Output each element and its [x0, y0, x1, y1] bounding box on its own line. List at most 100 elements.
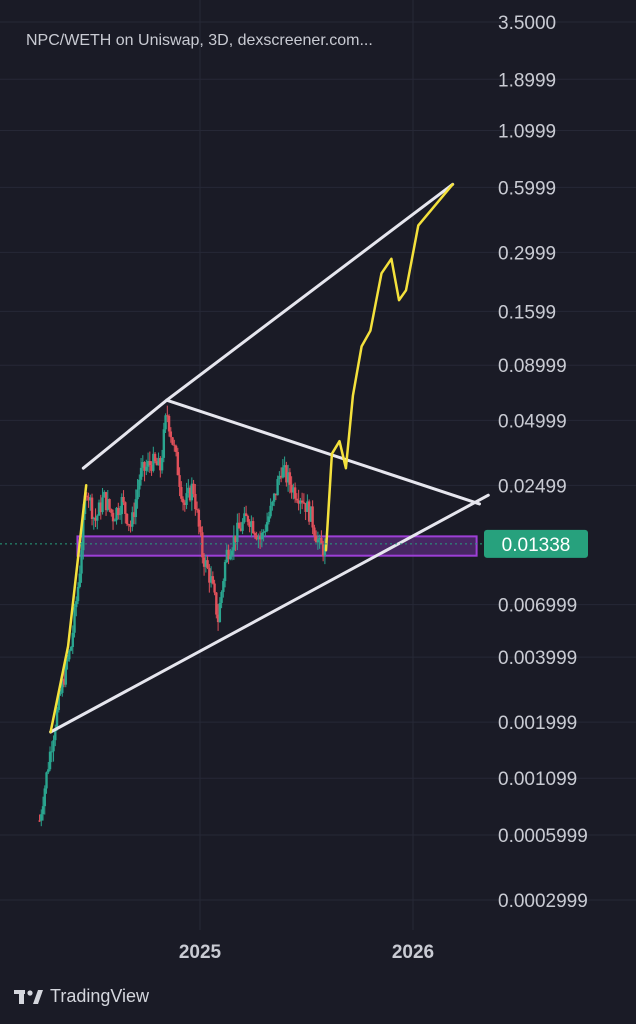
candle-body [75, 601, 78, 608]
candle-body [181, 498, 185, 503]
y-tick-label: 0.08999 [498, 356, 567, 377]
candle-body [69, 647, 73, 651]
candle-body [108, 499, 111, 510]
candle-body [129, 524, 132, 527]
candle-body [166, 415, 169, 417]
candle-body [236, 522, 239, 542]
candle-body [124, 502, 127, 514]
candle-body [265, 522, 269, 532]
candle-body [255, 535, 258, 540]
tradingview-brand[interactable]: TradingView [14, 986, 149, 1007]
candle-body [190, 483, 194, 501]
candle-body [314, 535, 318, 543]
candle-body [201, 532, 204, 558]
candle-body [64, 661, 67, 685]
price-badge-layer: 0.01338 [484, 529, 588, 558]
candle-body [216, 614, 220, 623]
y-tick-label: 0.04999 [498, 411, 567, 432]
descending-trend-line [165, 398, 481, 506]
candle-body [281, 467, 285, 478]
candle-body [271, 501, 274, 506]
candle-body [115, 507, 118, 521]
y-tick-label: 0.003999 [498, 648, 577, 669]
candle-body [279, 475, 283, 478]
candle-body [272, 493, 276, 502]
candle-body [76, 586, 80, 602]
candle-body [274, 493, 278, 496]
candle-body [194, 493, 197, 510]
candle-body [300, 500, 304, 503]
y-tick-label: 0.5999 [498, 178, 556, 199]
candle-body [125, 513, 129, 525]
candle-body [211, 576, 215, 584]
candle-body [293, 487, 297, 499]
candle-body [85, 495, 88, 497]
candle-body [321, 544, 325, 556]
candle-body [47, 769, 50, 773]
candle-body [103, 492, 106, 498]
candle-body [68, 650, 71, 660]
candle-body [122, 497, 125, 503]
candle-body [283, 465, 286, 468]
candle-body [173, 444, 176, 446]
candle-body [94, 517, 97, 521]
candle-body [288, 472, 292, 485]
candle-body [241, 522, 244, 531]
candle-body [229, 555, 232, 560]
candle-body [73, 607, 76, 633]
y-tick-label: 0.1599 [498, 302, 556, 323]
candle-body [145, 466, 148, 471]
candle-body [96, 515, 99, 521]
candle-body [174, 445, 178, 453]
candle-body [227, 549, 230, 560]
candle-body [237, 522, 241, 529]
candle-body [162, 429, 166, 458]
candle-body [106, 499, 109, 511]
candle-body [206, 560, 209, 569]
candle-body [285, 465, 288, 483]
y-tick-label: 0.006999 [498, 596, 577, 617]
y-tick-label: 1.0999 [498, 122, 556, 143]
candle-body [187, 487, 190, 494]
candles-layer [38, 405, 327, 827]
forecast-path [324, 183, 454, 552]
candle-body [82, 514, 85, 551]
candle-body [222, 581, 225, 592]
candle-body [62, 678, 66, 685]
candle-body [199, 526, 202, 533]
candle-body [295, 498, 299, 501]
candle-body [120, 497, 124, 515]
candle-body [113, 520, 116, 522]
x-tick-label: 2026 [392, 942, 434, 963]
chart-grid [0, 0, 636, 930]
candle-body [59, 692, 62, 695]
candle-body [223, 562, 227, 582]
candle-body [195, 509, 199, 511]
support-zone-layer [76, 535, 478, 557]
candle-body [99, 502, 102, 513]
candle-body [188, 487, 192, 501]
y-tick-label: 0.001999 [498, 713, 577, 734]
candle-body [243, 513, 246, 523]
candle-body [260, 532, 264, 540]
candle-body [90, 497, 94, 519]
candle-body [286, 472, 290, 483]
candle-body [134, 499, 138, 518]
candle-body [139, 467, 143, 480]
candle-body [225, 549, 229, 563]
y-tick-label: 0.02499 [498, 476, 567, 497]
y-tick-label: 0.0005999 [498, 826, 588, 847]
candle-body [185, 493, 188, 505]
candle-body [159, 458, 162, 471]
brand-name: TradingView [50, 986, 150, 1006]
candle-body [41, 806, 45, 815]
x-axis: 2025 2026 [179, 942, 434, 963]
trendlines-layer [49, 182, 490, 734]
candle-body [218, 602, 222, 623]
candle-body [306, 501, 309, 512]
price-badge-label: 0.01338 [502, 535, 571, 556]
support-zone-box [76, 535, 478, 557]
candle-body [313, 527, 316, 536]
candle-body [202, 557, 206, 567]
